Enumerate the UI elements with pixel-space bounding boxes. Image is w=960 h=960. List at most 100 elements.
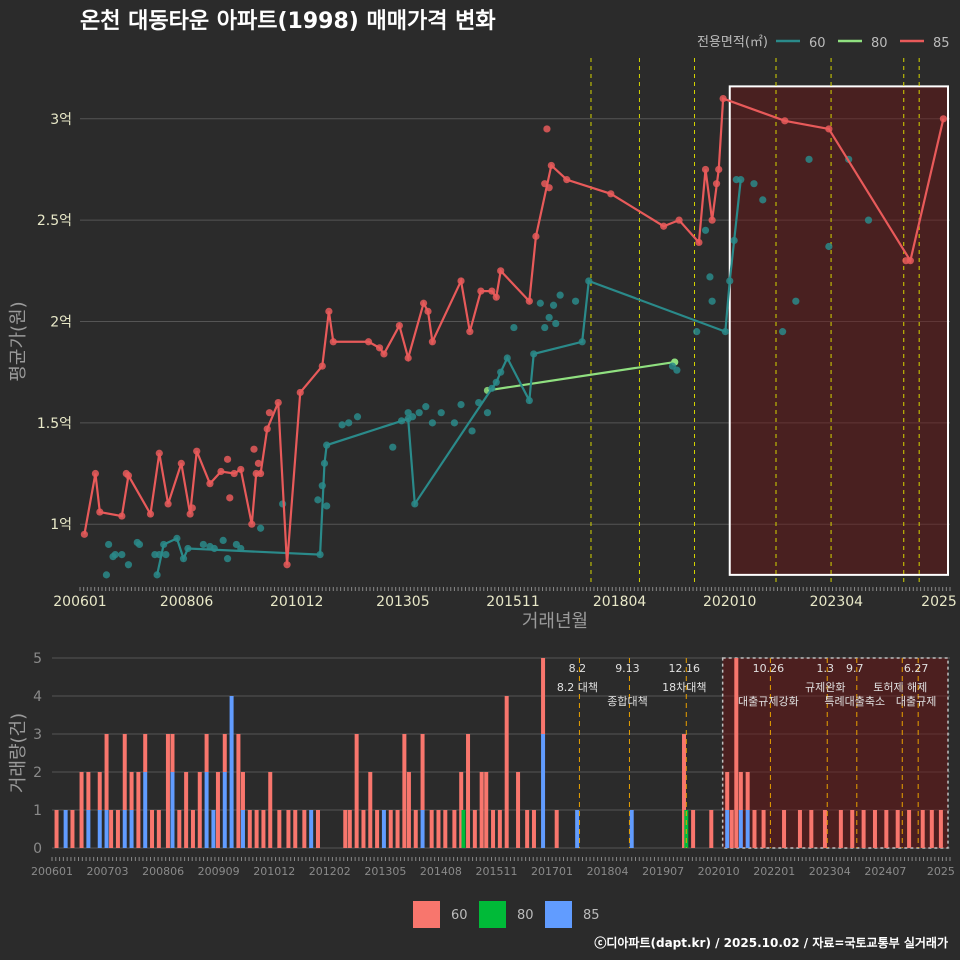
legend-bottom-label-80: 80 — [517, 908, 534, 923]
data-point-85 — [364, 338, 373, 346]
bar-85 — [222, 772, 227, 848]
data-point-85 — [250, 445, 258, 453]
bar-60 — [150, 810, 155, 848]
data-point-60 — [323, 441, 331, 449]
bar-60 — [347, 810, 352, 848]
bar-60 — [531, 810, 536, 848]
policy-label: 8.2 대책 — [557, 681, 598, 694]
bar-60 — [104, 734, 109, 810]
bar-85 — [204, 772, 209, 848]
bar-60 — [197, 772, 202, 848]
data-point-60 — [541, 323, 549, 332]
vol-y-tick-label: 2 — [33, 765, 42, 781]
data-point-60 — [864, 216, 873, 224]
data-point-85 — [457, 277, 465, 285]
bar-60 — [115, 810, 120, 848]
vol-y-tick-label: 4 — [33, 689, 42, 705]
vol-x-tick-label: 202304 — [809, 865, 851, 878]
y-axis-title: 평균가(원) — [8, 301, 29, 381]
data-point-60 — [314, 496, 322, 504]
data-point-60 — [323, 502, 331, 510]
bar-60 — [247, 810, 252, 848]
data-point-60 — [571, 297, 580, 305]
data-point-85 — [318, 362, 326, 370]
data-point-60 — [530, 350, 538, 358]
data-point-60 — [732, 176, 740, 184]
bar-60 — [729, 810, 734, 848]
bar-60 — [929, 810, 934, 848]
policy-label: 토허제 해제 — [873, 680, 927, 694]
data-point-60 — [162, 550, 170, 559]
legend-bottom-key-60 — [413, 901, 440, 928]
x-axis-title: 거래년월 — [522, 611, 588, 632]
data-point-85 — [660, 222, 668, 230]
bar-60 — [429, 810, 434, 848]
vol-y-tick-label: 3 — [33, 727, 42, 743]
bar-85 — [229, 696, 234, 848]
data-point-60 — [708, 297, 716, 305]
data-point-85 — [532, 232, 540, 240]
data-point-60 — [549, 301, 558, 309]
legend-bottom: 60 80 85 — [413, 901, 600, 928]
vol-x-tick-label: 2025 — [927, 865, 955, 878]
bar-60 — [354, 734, 359, 848]
bar-60 — [436, 810, 441, 848]
legend-top: 전용면적(㎡) 60 80 85 — [697, 35, 950, 51]
data-point-85 — [428, 338, 437, 346]
bar-60 — [222, 734, 227, 772]
policy-date: 9.13 — [615, 662, 640, 675]
data-point-85 — [274, 398, 282, 407]
bar-60 — [143, 734, 148, 772]
data-point-85 — [248, 520, 256, 528]
data-point-85 — [80, 530, 89, 538]
bar-60 — [268, 772, 273, 848]
bar-60 — [497, 810, 502, 848]
data-point-60 — [124, 561, 133, 569]
data-point-60 — [488, 384, 496, 392]
data-point-60 — [706, 273, 714, 281]
data-point-60 — [118, 550, 126, 559]
bar-85 — [143, 772, 148, 848]
policy-label: 대출규제 — [896, 695, 936, 708]
data-point-60 — [179, 555, 188, 563]
vol-x-tick-label: 202010 — [698, 865, 740, 878]
data-point-85 — [193, 447, 201, 455]
data-point-85 — [701, 165, 710, 174]
data-point-60 — [503, 354, 511, 362]
vol-x-tick-label: 201701 — [531, 865, 573, 878]
data-point-60 — [105, 540, 113, 549]
bar-60 — [184, 772, 189, 848]
bar-85 — [97, 810, 102, 848]
bar-85 — [381, 810, 386, 848]
bar-60 — [215, 772, 220, 848]
policy-date: 9.7 — [846, 662, 864, 675]
policy-label: 종합대책 — [607, 695, 647, 708]
data-point-85 — [164, 500, 172, 508]
data-point-60 — [219, 536, 227, 545]
data-point-60 — [510, 323, 518, 332]
bar-60 — [884, 810, 889, 848]
bar-80 — [461, 810, 466, 848]
bar-85 — [420, 810, 425, 848]
data-point-85 — [492, 293, 500, 301]
data-point-60 — [345, 419, 353, 427]
data-point-60 — [257, 524, 265, 532]
data-point-85 — [675, 216, 683, 224]
bar-60 — [86, 772, 91, 810]
bar-60 — [395, 810, 400, 848]
bar-60 — [782, 810, 787, 848]
legend-top-label-80: 80 — [871, 36, 888, 51]
data-point-60 — [701, 226, 710, 234]
data-point-60 — [389, 443, 397, 451]
y-tick-label: 2.5억 — [37, 213, 72, 229]
bar-60 — [525, 810, 530, 848]
x-tick-label: 202010 — [703, 594, 756, 610]
data-point-60 — [693, 328, 701, 336]
vol-x-tick-label: 201907 — [642, 865, 684, 878]
series-line-80 — [487, 360, 675, 392]
bar-60 — [822, 810, 827, 848]
data-point-60 — [422, 403, 430, 411]
y-tick-label: 3억 — [50, 112, 72, 128]
data-point-85 — [265, 409, 274, 417]
bar-85 — [170, 772, 175, 848]
